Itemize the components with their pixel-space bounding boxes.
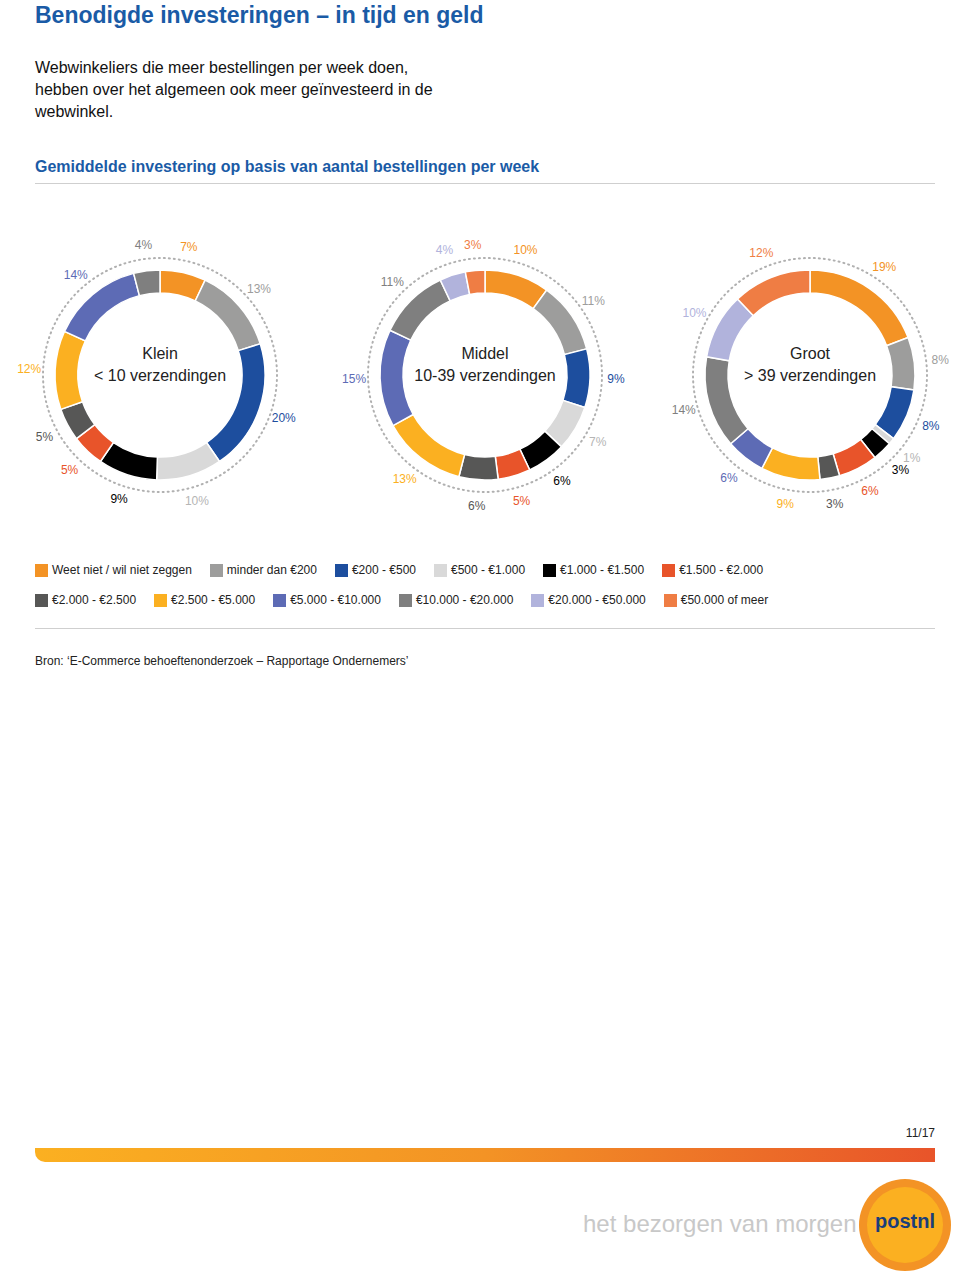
svg-text:13%: 13% <box>393 472 417 486</box>
svg-text:9%: 9% <box>777 497 795 511</box>
html-text:€50.000 of meer: €50.000 of meer <box>680 593 769 607</box>
html-text:Benodigde investeringen – in t: Benodigde investeringen – in tijd en gel… <box>35 2 484 28</box>
svg-text:14%: 14% <box>64 268 88 282</box>
svg-text:11%: 11% <box>582 294 605 308</box>
svg-text:4%: 4% <box>135 238 153 252</box>
html-text:postnl: postnl <box>875 1210 935 1232</box>
html-text:10-39 verzendingen: 10-39 verzendingen <box>414 367 556 384</box>
svg-text:8%: 8% <box>922 419 940 433</box>
html-text:€500 - €1.000: €500 - €1.000 <box>451 563 526 577</box>
html-text:> 39 verzendingen: > 39 verzendingen <box>743 367 876 384</box>
svg-text:5%: 5% <box>513 494 531 508</box>
svg-text:15%: 15% <box>342 372 366 386</box>
svg-text:3%: 3% <box>464 238 482 252</box>
html-text:Middel: Middel <box>461 345 509 362</box>
html-text:€1.000 - €1.500: €1.000 - €1.500 <box>560 563 645 577</box>
svg-text:19%: 19% <box>872 260 896 274</box>
html-text:€20.000 - €50.000: €20.000 - €50.000 <box>548 593 646 607</box>
svg-text:12%: 12% <box>17 362 41 376</box>
svg-text:6%: 6% <box>861 484 879 498</box>
svg-text:10%: 10% <box>683 306 707 320</box>
svg-text:8%: 8% <box>932 353 950 367</box>
svg-text:10%: 10% <box>185 494 209 508</box>
svg-text:7%: 7% <box>180 240 198 254</box>
svg-text:13%: 13% <box>247 282 271 296</box>
svg-text:6%: 6% <box>720 471 738 485</box>
svg-text:4%: 4% <box>436 243 454 257</box>
html-text:€200 - €500: €200 - €500 <box>351 563 416 577</box>
html-text:€10.000 - €20.000: €10.000 - €20.000 <box>415 593 514 607</box>
html-text:11/17: 11/17 <box>905 1126 935 1140</box>
svg-text:7%: 7% <box>589 435 607 449</box>
svg-text:9%: 9% <box>110 492 128 506</box>
html-text:€5.000 - €10.000: €5.000 - €10.000 <box>290 593 381 607</box>
html-text:Webwinkeliers die meer bestell: Webwinkeliers die meer bestellingen per … <box>35 59 433 120</box>
svg-text:20%: 20% <box>272 411 296 425</box>
svg-text:14%: 14% <box>672 403 696 417</box>
svg-text:5%: 5% <box>36 430 54 444</box>
svg-text:10%: 10% <box>513 243 537 257</box>
svg-text:6%: 6% <box>553 474 571 488</box>
html-text:€2.500 - €5.000: €2.500 - €5.000 <box>171 593 256 607</box>
html-text:< 10 verzendingen: < 10 verzendingen <box>93 367 226 384</box>
html-text:minder dan €200: minder dan €200 <box>226 563 317 577</box>
svg-text:5%: 5% <box>61 463 79 477</box>
html-text:Klein: Klein <box>142 345 178 362</box>
html-text:het bezorgen van morgen: het bezorgen van morgen <box>583 1210 857 1237</box>
html-text:Groot: Groot <box>790 345 830 362</box>
html-text:€1.500 - €2.000: €1.500 - €2.000 <box>679 563 764 577</box>
svg-text:6%: 6% <box>468 499 486 513</box>
svg-text:3%: 3% <box>892 463 910 477</box>
svg-text:1%: 1% <box>903 450 921 465</box>
html-text:Gemiddelde investering op basi: Gemiddelde investering op basis van aant… <box>35 158 540 175</box>
svg-text:11%: 11% <box>381 275 404 289</box>
svg-text:9%: 9% <box>607 372 625 386</box>
svg-text:3%: 3% <box>826 497 844 511</box>
html-text:Weet niet / wil niet zeggen: Weet niet / wil niet zeggen <box>52 563 192 577</box>
html-text:€2.000 - €2.500: €2.000 - €2.500 <box>52 593 137 607</box>
svg-text:12%: 12% <box>749 246 773 260</box>
html-text:Bron: ‘E-Commerce behoeftenond: Bron: ‘E-Commerce behoeftenonderzoek – R… <box>35 654 409 668</box>
